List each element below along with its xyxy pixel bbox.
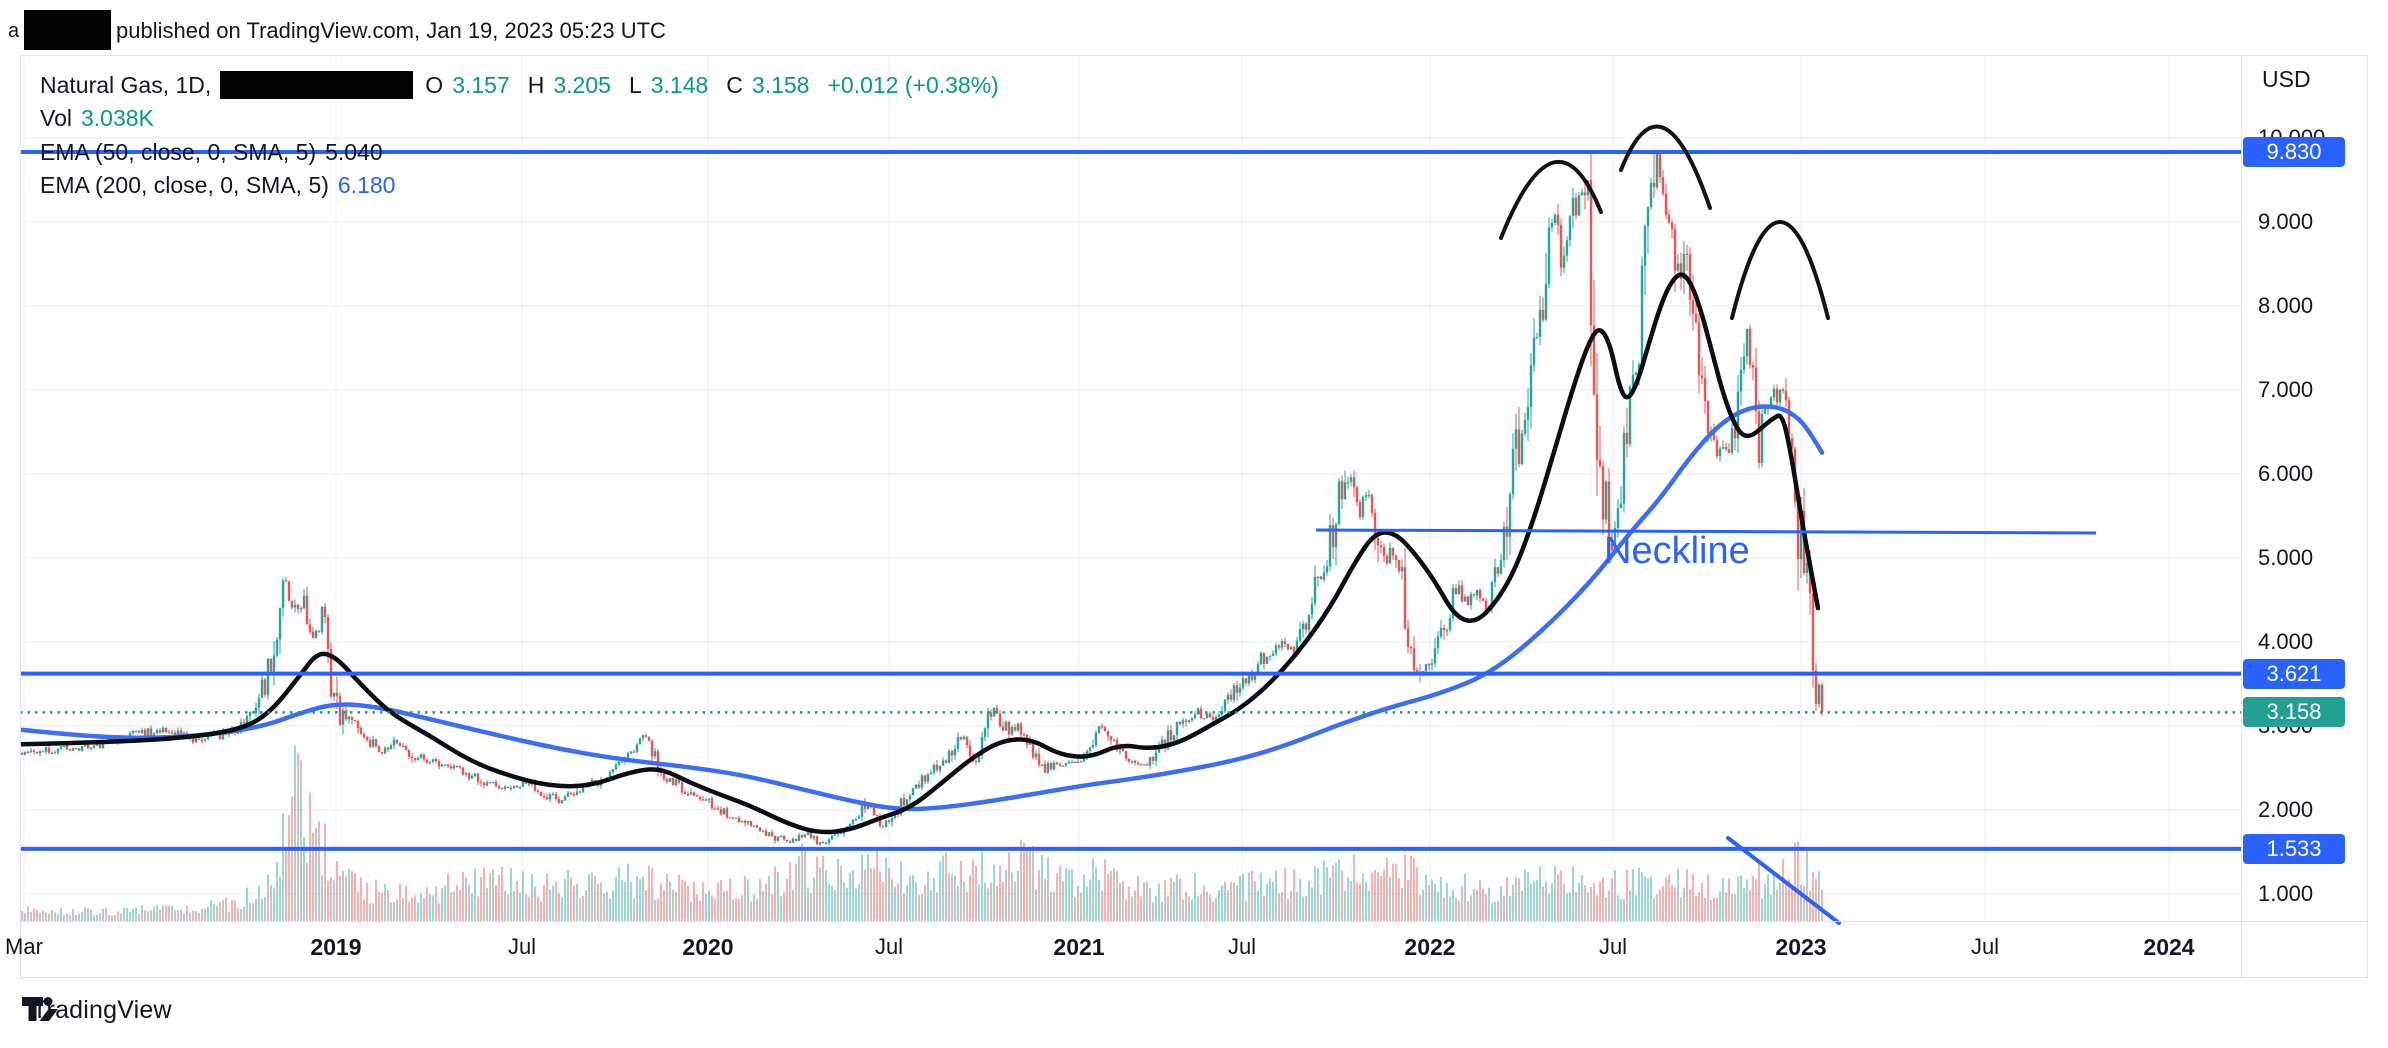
- neckline-line: [1315, 528, 2097, 535]
- frame-right-border: [2367, 55, 2368, 978]
- ema50-value: 5.040: [325, 139, 383, 165]
- time-tick-label[interactable]: Jul: [874, 934, 904, 959]
- ohlc-high: H 3.205: [527, 71, 611, 98]
- head-shoulders-arc: [1730, 220, 1830, 320]
- tradingview-footer-logo[interactable]: TradingView: [22, 996, 172, 1025]
- redaction-box: [220, 71, 414, 99]
- time-tick-label[interactable]: 2022: [1404, 934, 1456, 960]
- vol-value: 3.038K: [80, 105, 154, 131]
- legend-volume-row[interactable]: Vol 3.038K: [40, 105, 163, 132]
- price-tick-label[interactable]: 7.000: [2258, 376, 2314, 402]
- candles: [20, 150, 1824, 846]
- time-tick-label[interactable]: Jul: [1227, 934, 1257, 959]
- price-tick-label[interactable]: 1.000: [2258, 880, 2314, 906]
- time-tick-label[interactable]: 2019: [310, 934, 362, 960]
- currency-label: USD: [2262, 66, 2311, 92]
- volume-trendline: [1726, 836, 1841, 925]
- redaction-box: [24, 10, 111, 50]
- time-tick-label[interactable]: 2020: [682, 934, 734, 960]
- price-tick-label[interactable]: 6.000: [2258, 460, 2314, 486]
- time-tick-label[interactable]: Jul: [507, 934, 537, 959]
- time-tick-label[interactable]: 2021: [1053, 934, 1105, 960]
- ohlc-open: O 3.157: [425, 71, 510, 98]
- time-tick-label[interactable]: 2023: [1775, 934, 1827, 960]
- ema200-label: EMA (200, close, 0, SMA, 5): [40, 172, 329, 198]
- neckline-annotation-label[interactable]: Neckline: [1604, 530, 1750, 572]
- symbol-title: Natural Gas, 1D,: [40, 71, 212, 98]
- plot-left-border: [20, 55, 21, 978]
- price-tick-label[interactable]: 8.000: [2258, 292, 2314, 318]
- time-tick-label[interactable]: Jul: [1970, 934, 2000, 959]
- ohlc-low: L 3.148: [628, 71, 709, 98]
- price-badge[interactable]: 9.830: [2243, 137, 2345, 167]
- published-attribution: published on TradingView.com, Jan 19, 20…: [116, 18, 666, 43]
- gridlines: [20, 55, 2241, 921]
- tradingview-logo-icon: [22, 997, 58, 1021]
- ema200-value: 6.180: [337, 172, 396, 198]
- legend-ema50-row[interactable]: EMA (50, close, 0, SMA, 5) 5.040: [40, 139, 392, 166]
- ema200-line: [20, 404, 1825, 812]
- price-tick-label[interactable]: 5.000: [2258, 544, 2314, 570]
- volume-bars: [21, 745, 1823, 921]
- ema50-line: [20, 272, 1821, 835]
- time-tick-label[interactable]: 2024: [2143, 934, 2195, 960]
- price-tick-label[interactable]: 4.000: [2258, 628, 2314, 654]
- price-tick-label[interactable]: 2.000: [2258, 796, 2314, 822]
- time-tick-label[interactable]: Mar: [5, 934, 43, 959]
- price-badge[interactable]: 3.621: [2243, 658, 2345, 689]
- vol-label: Vol: [40, 105, 72, 131]
- plot-bottom-border: [20, 921, 2368, 922]
- time-tick-label[interactable]: Jul: [1598, 934, 1628, 959]
- price-axis-separator: [2241, 55, 2242, 978]
- price-badge[interactable]: 1.533: [2243, 833, 2345, 864]
- legend-ema200-row[interactable]: EMA (200, close, 0, SMA, 5) 6.180: [40, 172, 404, 199]
- head-shoulders-arc: [1499, 159, 1603, 240]
- header-redacted-sliver: a: [8, 20, 20, 42]
- plot-top-border: [20, 55, 2368, 56]
- price-badge[interactable]: 3.158: [2243, 697, 2345, 728]
- ema50-label: EMA (50, close, 0, SMA, 5): [40, 139, 317, 165]
- price-tick-label[interactable]: 9.000: [2258, 208, 2314, 234]
- ohlc-close: C 3.158: [726, 71, 810, 98]
- change-value: +0.012 (+0.38%): [827, 71, 999, 98]
- axis-row-bottom-border: [20, 977, 2368, 978]
- head-shoulders-arc: [1619, 124, 1712, 210]
